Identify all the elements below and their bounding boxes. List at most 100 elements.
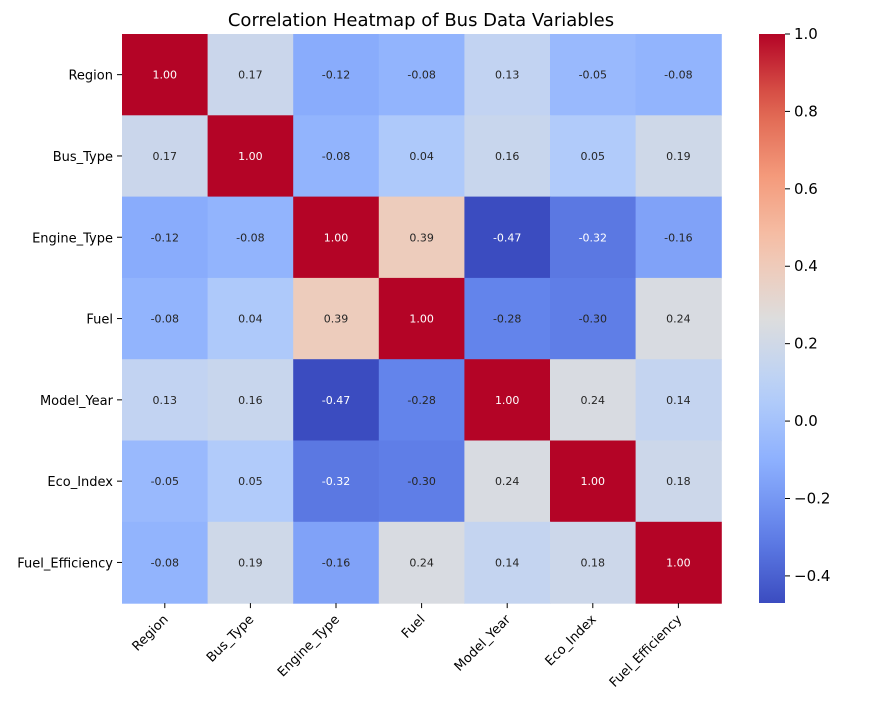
cell-annotation: 0.04: [238, 313, 263, 326]
heatmap-cell: [550, 359, 637, 442]
colorbar-tick-label: −0.4: [794, 567, 830, 585]
cell-annotation: -0.08: [236, 231, 264, 244]
colorbar-tick-label: 0.0: [794, 412, 818, 430]
cell-annotation: 0.19: [666, 150, 691, 163]
heatmap-cell: [207, 115, 294, 198]
y-tick-label: Fuel_Efficiency: [17, 556, 113, 571]
cell-annotation: 0.16: [238, 394, 263, 407]
cell-annotation: 0.24: [409, 556, 434, 569]
cell-annotation: 0.13: [153, 394, 178, 407]
cell-annotation: 0.18: [581, 556, 606, 569]
cell-annotation: -0.16: [322, 556, 350, 569]
x-tick-label: Region: [130, 612, 172, 654]
heatmap-cell: [550, 440, 637, 523]
colorbar-tick-label: 1.0: [794, 25, 818, 43]
cell-annotation: 1.00: [666, 556, 691, 569]
y-tick-label: Engine_Type: [32, 231, 113, 246]
heatmap-cell: [122, 196, 209, 279]
cell-annotation: 0.17: [153, 150, 178, 163]
heatmap-cell: [207, 196, 294, 279]
heatmap-cell: [378, 115, 465, 198]
x-tick-label: Model_Year: [452, 612, 515, 675]
x-tick-label: Eco_Index: [543, 612, 600, 669]
heatmap-cell: [293, 521, 380, 604]
heatmap-cell: [378, 440, 465, 523]
x-axis-tick-labels: Region Bus_Type Engine_Type Fuel Model_Year E…: [130, 603, 686, 691]
cell-annotation: -0.30: [407, 475, 435, 488]
cell-annotation: 0.17: [238, 69, 263, 82]
heatmap-cell: [464, 277, 551, 360]
y-axis-tick-labels: Region Bus_Type Engine_Type Fuel Model_Year E…: [17, 69, 122, 571]
heatmap-cell: [207, 34, 294, 116]
x-tick-label: Fuel_Efficiency: [607, 612, 686, 691]
cell-annotation: 0.18: [666, 475, 691, 488]
cell-annotation: 0.16: [495, 150, 520, 163]
heatmap-cell: [464, 359, 551, 442]
chart-title: Correlation Heatmap of Bus Data Variable…: [228, 10, 614, 31]
x-tick-label: Bus_Type: [204, 612, 257, 665]
heatmap-cell: [378, 34, 465, 116]
cell-annotation: -0.32: [322, 475, 350, 488]
heatmap-cell: [550, 115, 637, 198]
heatmap-cell: [293, 196, 380, 279]
cell-annotation: -0.08: [664, 69, 692, 82]
cell-annotation: -0.08: [322, 150, 350, 163]
y-tick-label: Region: [68, 69, 113, 84]
heatmap-cell: [464, 196, 551, 279]
heatmap-cell: [550, 277, 637, 360]
colorbar-tick-label: −0.2: [794, 489, 830, 507]
cell-annotation: -0.28: [493, 313, 521, 326]
cell-annotation: -0.12: [151, 231, 179, 244]
cell-annotation: 0.39: [324, 313, 349, 326]
y-tick-label: Bus_Type: [53, 150, 113, 165]
colorbar-tick-label: 0.6: [794, 180, 818, 198]
heatmap-cell: [635, 440, 722, 523]
heatmap-cell: [550, 34, 637, 116]
heatmap-cell: [378, 521, 465, 604]
heatmap-cell: [207, 277, 294, 360]
colorbar-tick-label: 0.2: [794, 335, 818, 353]
cell-annotation: 1.00: [324, 231, 349, 244]
x-tick-label: Engine_Type: [275, 612, 343, 680]
cell-annotation: -0.12: [322, 69, 350, 82]
cell-annotation: 1.00: [581, 475, 606, 488]
heatmap-cell: [550, 196, 637, 279]
heatmap-cell: [122, 359, 209, 442]
heatmap-cell: [207, 359, 294, 442]
cell-annotation: -0.08: [151, 313, 179, 326]
cell-annotation: -0.30: [579, 313, 607, 326]
heatmap-cell: [293, 277, 380, 360]
heatmap-cell: [207, 440, 294, 523]
heatmap-cell: [122, 521, 209, 604]
cell-annotation: -0.05: [151, 475, 179, 488]
cell-annotation: -0.05: [579, 69, 607, 82]
cell-annotation: 1.00: [153, 69, 178, 82]
heatmap-cell: [378, 196, 465, 279]
cell-annotation: 0.39: [409, 231, 434, 244]
heatmap-cell: [378, 277, 465, 360]
cell-annotation: 1.00: [409, 313, 434, 326]
heatmap-cell: [464, 115, 551, 198]
heatmap-cell: [635, 521, 722, 604]
heatmap-cell: [293, 34, 380, 116]
cell-annotation: -0.47: [493, 231, 521, 244]
y-tick-label: Model_Year: [40, 394, 114, 409]
heatmap-cell: [207, 521, 294, 604]
heatmap-cell: [550, 521, 637, 604]
cell-annotation: -0.08: [151, 556, 179, 569]
heatmap-cell: [464, 521, 551, 604]
colorbar-tick-label: 0.4: [794, 257, 818, 275]
cell-annotation: 0.04: [409, 150, 434, 163]
heatmap-cell: [635, 34, 722, 116]
cell-annotation: 0.19: [238, 556, 263, 569]
colorbar: [759, 34, 785, 603]
colorbar-tick-label: 0.8: [794, 102, 818, 120]
cell-annotation: -0.32: [579, 231, 607, 244]
cell-annotation: 0.14: [495, 556, 520, 569]
heatmap-cell: [122, 115, 209, 198]
heatmap-cell: [635, 115, 722, 198]
heatmap-cell: [464, 34, 551, 116]
cell-annotation: 0.14: [666, 394, 691, 407]
heatmap-cell: [378, 359, 465, 442]
cell-annotation: 0.24: [581, 394, 606, 407]
